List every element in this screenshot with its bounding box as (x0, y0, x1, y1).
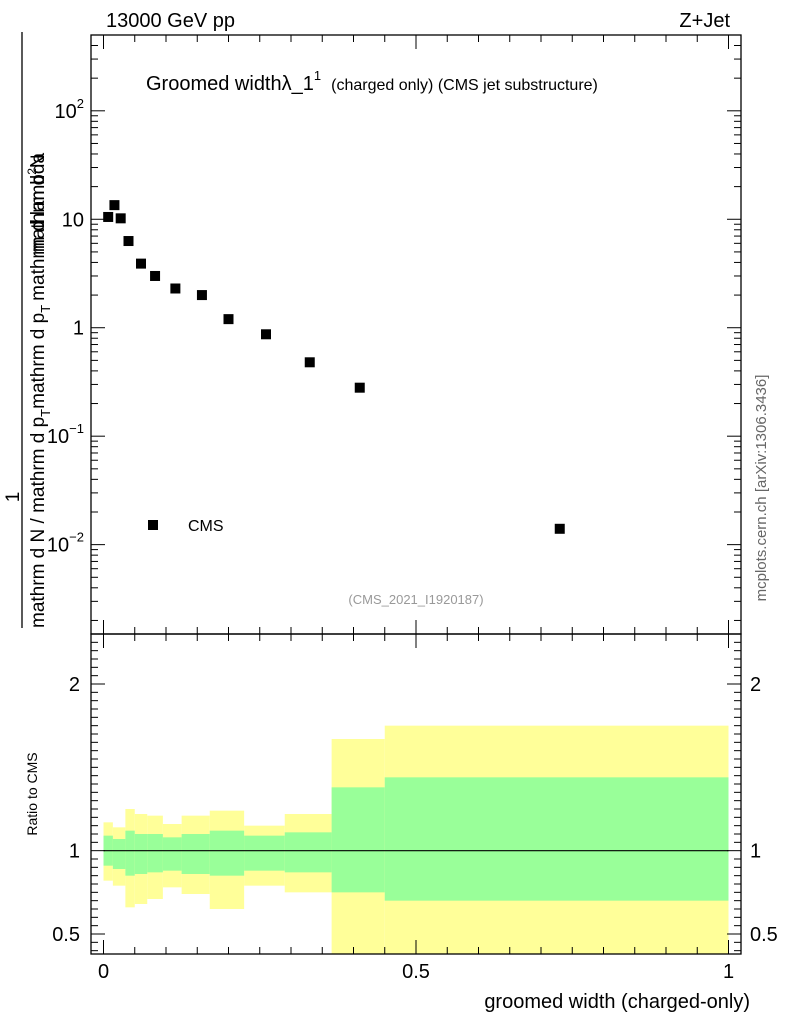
ratio-band-inner (162, 837, 182, 871)
data-point (554, 523, 565, 534)
main-frame (90, 34, 742, 635)
main-y-tick-label: 1 (73, 318, 84, 340)
x-tick-label: 0.5 (402, 961, 430, 983)
ratio-y-tick-label: 1 (69, 841, 80, 863)
ratio-band-inner (134, 834, 148, 874)
side-label: mcplots.cern.ch [arXiv:1306.3436] (753, 375, 770, 602)
data-point (304, 357, 315, 368)
y-label-top-main: mathrm d (28, 175, 49, 255)
ratio-band-inner (125, 830, 135, 876)
ratio-y-tick-label-right: 0.5 (750, 924, 778, 946)
y-label-numerator: 1 (3, 492, 24, 503)
data-point (196, 290, 207, 301)
data-point (354, 382, 365, 393)
ratio-y-tick-label: 2 (69, 674, 80, 696)
y-label-top-end: N (28, 154, 49, 168)
data-point (261, 329, 271, 340)
ratio-band-inner (147, 834, 163, 873)
data-point (150, 270, 161, 281)
main-y-tick-label: 10 (62, 209, 84, 231)
data-point (115, 213, 126, 224)
main-y-tick-label: 102 (55, 96, 84, 123)
plot-title-main: Groomed width (146, 73, 282, 95)
data-point (170, 283, 181, 294)
main-y-axis-label: 1 mathrm d N / mathrm d pTmathrm d pTmat… (3, 32, 53, 628)
ratio-y-tick-label: 0.5 (52, 924, 80, 946)
ratio-band-inner (112, 839, 126, 869)
ratio-bands (103, 725, 729, 954)
y-label-top-sup: 2 (25, 168, 39, 175)
analysis-watermark: (CMS_2021_I1920187) (348, 592, 483, 607)
data-point (136, 258, 146, 269)
y-label-denominator-tail-sub: T (38, 305, 53, 313)
y-label-denominator-main: mathrm d N / mathrm d p (28, 417, 49, 628)
ratio-y-tick-labels-right: 0.5 1 2 (750, 674, 778, 946)
ratio-band-inner (244, 835, 285, 871)
ratio-band-inner (331, 787, 385, 893)
plot-title-suffix: (charged only) (CMS jet substructure) (331, 77, 598, 94)
plot-title: Groomed widthλ_11 (charged only) (CMS jet… (146, 68, 598, 95)
y-label-denominator: mathrm d N / mathrm d pTmathrm d pTmathr… (28, 153, 53, 628)
x-tick-label: 1 (723, 961, 734, 983)
y-label-denominator-end: mathrm d lambda (28, 153, 49, 301)
main-ticks (91, 34, 741, 634)
ratio-y-tick-label-right: 2 (750, 674, 761, 696)
x-axis-label: groomed width (charged-only) (484, 991, 750, 1013)
main-y-tick-label: 10−1 (47, 421, 84, 448)
header-energy: 13000 GeV pp (106, 10, 235, 32)
legend-label: CMS (188, 518, 224, 535)
header-process: Z+Jet (679, 10, 730, 32)
plot-title-sup: 1 (314, 68, 321, 83)
data-point (103, 211, 114, 222)
y-label-denominator-sub: T (38, 409, 53, 417)
ratio-panel: 0.512 0.512 0 0.5 1 Ratio to CMS groomed w… (24, 633, 778, 1013)
ratio-y-tick-label-right: 1 (750, 841, 761, 863)
ratio-band-inner (209, 830, 245, 876)
data-point (223, 314, 234, 325)
x-tick-label: 0 (98, 961, 109, 983)
y-label-top: mathrm d2N (25, 154, 49, 255)
ratio-x-tick-labels: 0 0.5 1 (98, 961, 734, 983)
plot-title-symbol: λ_1 (282, 73, 314, 95)
ratio-band-inner (384, 777, 729, 901)
ratio-band-inner (181, 834, 210, 874)
ratio-band-inner (284, 832, 332, 873)
ratio-y-axis-label: Ratio to CMS (24, 752, 40, 835)
legend-marker (148, 520, 158, 530)
y-label-denominator-tail: mathrm d p (28, 313, 49, 409)
ratio-y-tick-labels-left: 0.5 1 2 (52, 674, 80, 946)
ratio-ticks (91, 634, 741, 954)
data-point (109, 200, 120, 211)
main-y-tick-labels: 102 10 1 10−1 10−2 (47, 96, 84, 557)
main-y-tick-label: 10−2 (47, 530, 84, 557)
main-data-points (103, 200, 565, 534)
data-point (123, 236, 134, 247)
